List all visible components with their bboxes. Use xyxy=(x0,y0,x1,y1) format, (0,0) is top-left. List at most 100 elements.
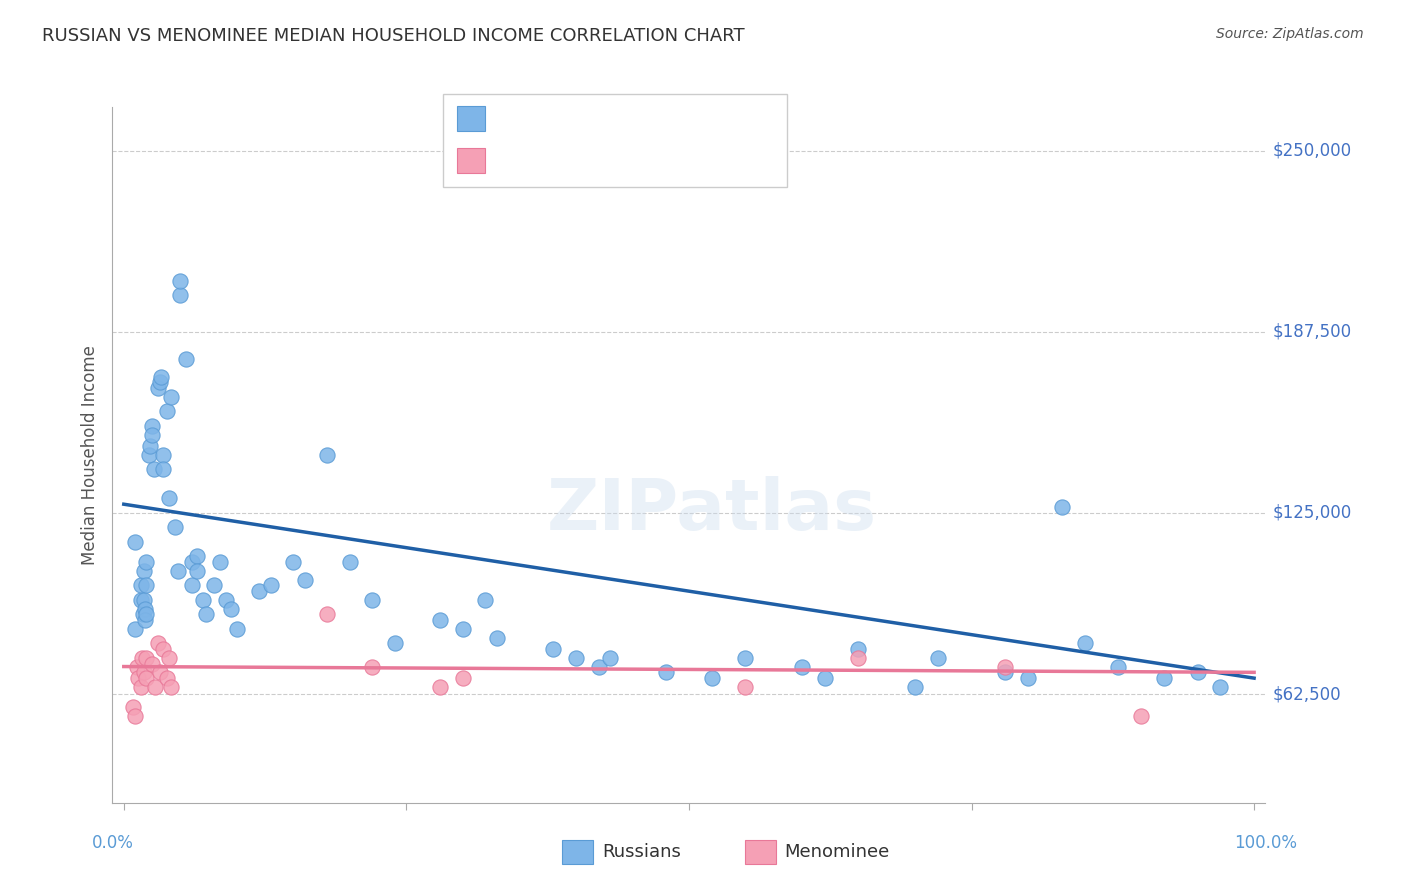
Point xyxy=(146,381,169,395)
Point xyxy=(339,555,361,569)
Point xyxy=(135,578,157,592)
Point xyxy=(180,555,202,569)
Point xyxy=(180,578,202,592)
Text: 100.0%: 100.0% xyxy=(1234,834,1296,852)
Point xyxy=(904,680,927,694)
Point xyxy=(134,601,156,615)
Text: 25: 25 xyxy=(640,152,661,169)
Text: R =: R = xyxy=(499,152,536,169)
Point xyxy=(927,651,949,665)
Point xyxy=(132,607,155,622)
Point xyxy=(152,448,174,462)
Point xyxy=(134,665,156,680)
Text: $250,000: $250,000 xyxy=(1272,142,1351,160)
Point xyxy=(474,592,496,607)
Point xyxy=(124,708,146,723)
Point xyxy=(143,462,166,476)
Point xyxy=(157,651,180,665)
Point xyxy=(208,555,231,569)
Point xyxy=(734,680,756,694)
Text: $187,500: $187,500 xyxy=(1272,323,1351,341)
Point xyxy=(135,607,157,622)
Point xyxy=(599,651,621,665)
Point xyxy=(135,555,157,569)
Text: Russians: Russians xyxy=(602,843,681,861)
Point xyxy=(124,622,146,636)
Point xyxy=(214,592,236,607)
Point xyxy=(145,680,167,694)
Point xyxy=(163,520,186,534)
Point xyxy=(543,642,565,657)
Text: Menominee: Menominee xyxy=(785,843,890,861)
Point xyxy=(174,352,197,367)
Point xyxy=(195,607,218,622)
Y-axis label: Median Household Income: Median Household Income xyxy=(80,345,98,565)
Point xyxy=(848,642,870,657)
Point xyxy=(429,613,451,627)
Point xyxy=(135,671,157,685)
Point xyxy=(202,578,225,592)
Point xyxy=(994,665,1017,680)
Point xyxy=(565,651,588,665)
Point xyxy=(1130,708,1153,723)
Point xyxy=(169,274,191,288)
Point xyxy=(141,427,163,442)
Text: N =: N = xyxy=(606,110,643,128)
Point xyxy=(121,700,143,714)
Point xyxy=(994,659,1017,673)
Point xyxy=(384,636,406,650)
Point xyxy=(700,671,723,685)
Text: 0.0%: 0.0% xyxy=(91,834,134,852)
Point xyxy=(129,592,152,607)
Text: -0.239: -0.239 xyxy=(536,110,589,128)
Point xyxy=(146,636,169,650)
Point xyxy=(1107,659,1129,673)
Point xyxy=(316,607,339,622)
Point xyxy=(150,369,173,384)
Point xyxy=(225,622,247,636)
Point xyxy=(129,680,152,694)
Point xyxy=(813,671,835,685)
Text: N =: N = xyxy=(606,152,643,169)
Text: Source: ZipAtlas.com: Source: ZipAtlas.com xyxy=(1216,27,1364,41)
Text: $62,500: $62,500 xyxy=(1272,685,1341,703)
Point xyxy=(139,439,162,453)
Point xyxy=(141,657,163,671)
Point xyxy=(260,578,283,592)
Text: 73: 73 xyxy=(640,110,661,128)
Point xyxy=(186,549,208,564)
Point xyxy=(186,564,208,578)
Point xyxy=(124,534,146,549)
Point xyxy=(156,404,179,418)
Point xyxy=(134,613,156,627)
Point xyxy=(160,390,183,404)
Point xyxy=(1209,680,1232,694)
Point xyxy=(588,659,610,673)
Point xyxy=(316,448,339,462)
Point xyxy=(141,418,163,433)
Text: ZIPatlas: ZIPatlas xyxy=(547,476,877,545)
Point xyxy=(451,671,474,685)
Point xyxy=(127,671,149,685)
Point xyxy=(848,651,870,665)
Point xyxy=(249,584,271,599)
Text: -0.007: -0.007 xyxy=(536,152,589,169)
Point xyxy=(169,288,191,302)
Point xyxy=(294,573,316,587)
Point xyxy=(131,651,153,665)
Text: R =: R = xyxy=(499,110,536,128)
Point xyxy=(156,671,179,685)
Point xyxy=(134,592,156,607)
Text: $125,000: $125,000 xyxy=(1272,504,1351,522)
Point xyxy=(167,564,190,578)
Point xyxy=(1050,500,1073,514)
Point xyxy=(138,448,160,462)
Point xyxy=(152,462,174,476)
Point xyxy=(485,631,508,645)
Point xyxy=(1073,636,1095,650)
Point xyxy=(149,376,172,390)
Point xyxy=(1153,671,1175,685)
Point xyxy=(157,491,180,506)
Point xyxy=(219,601,242,615)
Point xyxy=(160,680,183,694)
